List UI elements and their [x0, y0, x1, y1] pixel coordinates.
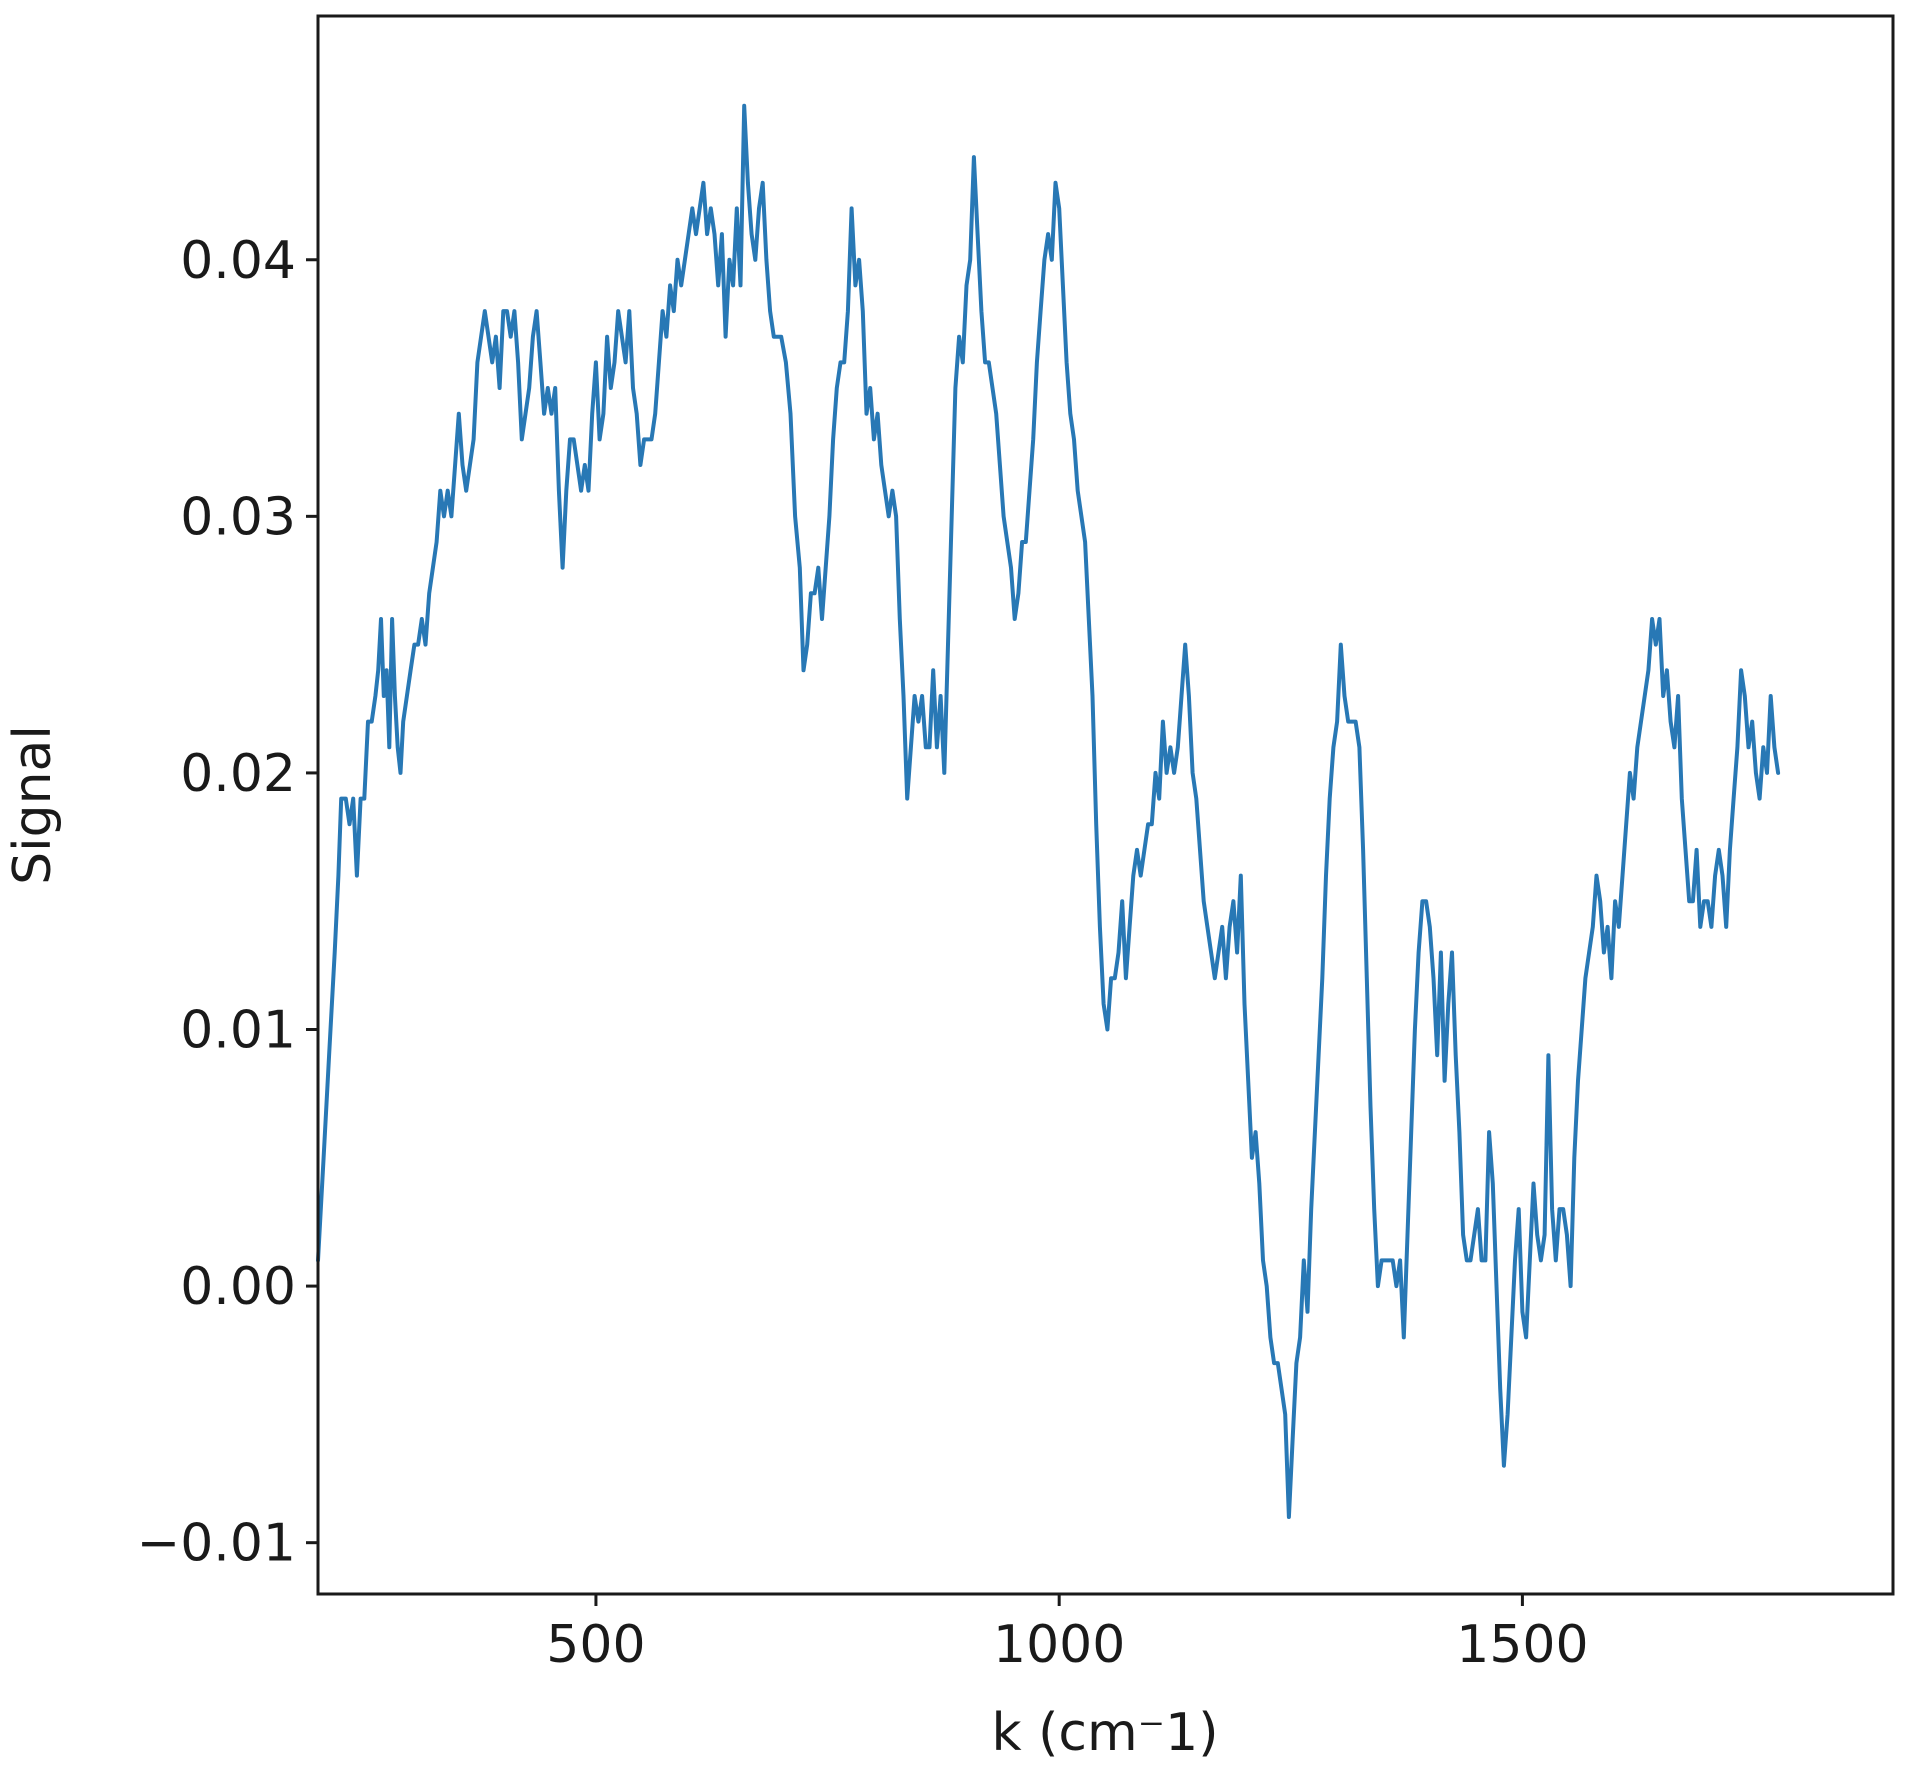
y-tick-label: 0.03 — [180, 487, 296, 547]
y-axis-title: Signal — [3, 725, 63, 885]
y-axis: −0.01 0.00 0.01 0.02 0.03 0.04 — [137, 231, 318, 1574]
x-tick-label: 1500 — [1456, 1615, 1588, 1675]
x-axis-title: k (cm⁻1) — [992, 1703, 1219, 1763]
signal-series-line — [316, 103, 1781, 1519]
x-tick-label: 1000 — [993, 1615, 1125, 1675]
y-tick-label: 0.04 — [180, 231, 296, 291]
x-tick-label: 500 — [546, 1615, 645, 1675]
x-axis: 500 1000 1500 — [546, 1594, 1589, 1675]
y-tick-label: 0.02 — [180, 744, 296, 804]
y-tick-label: −0.01 — [137, 1514, 296, 1574]
plot-area-frame — [316, 14, 1895, 1596]
y-tick-label: 0.00 — [180, 1257, 296, 1317]
y-tick-label: 0.01 — [180, 1001, 296, 1061]
